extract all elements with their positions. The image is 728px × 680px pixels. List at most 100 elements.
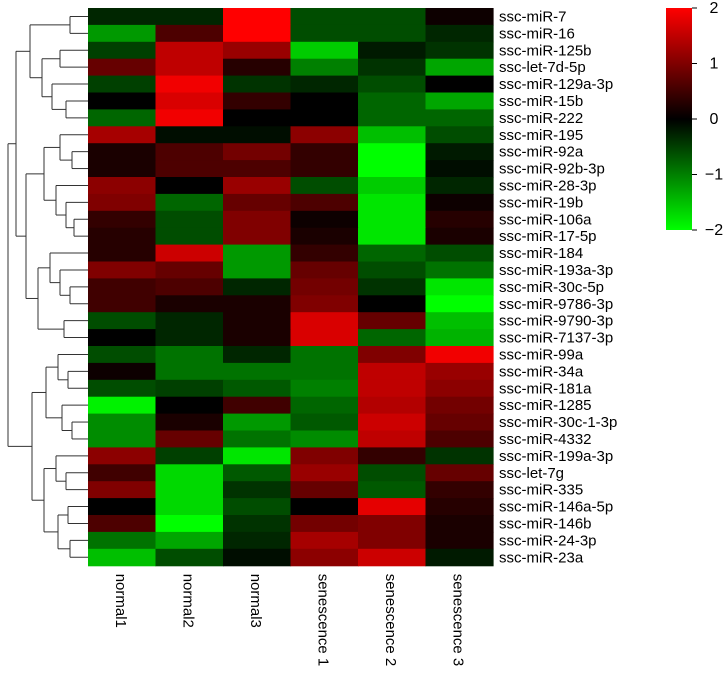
heatmap-cell: [290, 312, 359, 330]
row-label: ssc-miR-7: [499, 8, 567, 25]
heatmap-cell: [155, 126, 224, 144]
heatmap-cell: [88, 329, 157, 347]
heatmap-cell: [290, 75, 359, 94]
heatmap-cell: [223, 210, 292, 229]
heatmap-cell: [425, 447, 494, 465]
heatmap-cell: [155, 481, 224, 499]
color-legend-ticks: 2 1 0 −1 −2: [692, 0, 723, 239]
row-label: ssc-miR-106a: [499, 211, 592, 228]
row-label: ssc-miR-30c-1-3p: [499, 414, 617, 431]
row-label: ssc-miR-99a: [499, 346, 584, 363]
row-label: ssc-miR-335: [499, 482, 583, 499]
heatmap-cell: [155, 227, 224, 246]
heatmap-cell: [358, 515, 427, 533]
heatmap-cell: [155, 41, 224, 60]
heatmap-cell: [358, 24, 427, 43]
column-label: normal3: [247, 574, 264, 628]
row-label: ssc-miR-129a-3p: [499, 76, 613, 93]
heatmap-cell: [223, 58, 292, 77]
color-legend-bar: [666, 8, 692, 230]
heatmap-cell: [223, 75, 292, 94]
heatmap-cell: [290, 548, 359, 567]
heatmap-cell: [425, 210, 494, 229]
legend-tick-label: 0: [710, 111, 719, 128]
row-label: ssc-miR-181a: [499, 380, 592, 397]
heatmap-cell: [88, 531, 157, 550]
column-label: senescence 2: [382, 574, 399, 667]
heatmap-cell: [358, 227, 427, 246]
heatmap-cell: [290, 244, 359, 263]
row-label: ssc-miR-125b: [499, 42, 592, 59]
heatmap-cell: [223, 346, 292, 364]
heatmap-cell: [88, 261, 157, 279]
heatmap-cell: [155, 92, 224, 110]
heatmap-cell: [155, 413, 224, 432]
heatmap-cell: [358, 126, 427, 144]
heatmap-cell: [223, 126, 292, 144]
heatmap-cell: [290, 126, 359, 144]
heatmap-cell: [88, 58, 157, 77]
heatmap-cell: [358, 548, 427, 567]
heatmap-cell: [425, 464, 494, 482]
heatmap-cell: [290, 346, 359, 364]
heatmap-cell: [290, 515, 359, 533]
column-label: senescence 3: [449, 574, 466, 667]
heatmap-cell: [425, 109, 494, 127]
heatmap-cell: [425, 312, 494, 330]
heatmap-cell: [290, 160, 359, 178]
heatmap-cell: [88, 464, 157, 482]
heatmap-cell: [88, 160, 157, 178]
heatmap-cell: [155, 379, 224, 398]
heatmap-cell: [88, 92, 157, 110]
heatmap-cell: [155, 464, 224, 482]
heatmap-cell: [425, 160, 494, 178]
heatmap-cell: [88, 75, 157, 94]
heatmap-cell: [155, 24, 224, 43]
heatmap-cell: [155, 143, 224, 161]
heatmap-cell: [358, 362, 427, 381]
legend-tick-label: −2: [705, 222, 723, 239]
heatmap-cell: [223, 261, 292, 279]
heatmap-cell: [223, 278, 292, 296]
row-label: ssc-miR-30c-5p: [499, 279, 604, 296]
heatmap-cell: [358, 41, 427, 60]
heatmap-cell: [223, 362, 292, 381]
heatmap-cell: [155, 160, 224, 178]
heatmap-cell: [425, 329, 494, 347]
heatmap-cell: [425, 41, 494, 60]
heatmap-cell: [223, 498, 292, 516]
heatmap-cell: [88, 8, 157, 26]
heatmap-cell: [358, 58, 427, 77]
heatmap-cell: [425, 531, 494, 550]
heatmap-cell: [155, 346, 224, 364]
heatmap-cell: [358, 329, 427, 347]
heatmap-cell: [358, 160, 427, 178]
heatmap-cell: [223, 295, 292, 313]
heatmap-cell: [358, 75, 427, 94]
heatmap-cell: [155, 58, 224, 77]
heatmap-cell: [88, 227, 157, 246]
heatmap-cell: [425, 278, 494, 296]
heatmap-cell: [290, 295, 359, 313]
heatmap-cell: [290, 261, 359, 279]
heatmap-cell: [223, 379, 292, 398]
heatmap-cell: [155, 244, 224, 263]
heatmap-cell: [425, 24, 494, 43]
heatmap-cell: [358, 177, 427, 195]
heatmap-cell: [223, 24, 292, 43]
heatmap-cell: [223, 329, 292, 347]
heatmap-cell: [290, 396, 359, 415]
row-label: ssc-miR-17-5p: [499, 228, 597, 245]
row-label: ssc-miR-9786-3p: [499, 296, 613, 313]
heatmap-cell: [425, 413, 494, 432]
heatmap-cell: [155, 193, 224, 212]
heatmap-cell: [358, 481, 427, 499]
heatmap-cell: [223, 41, 292, 60]
row-label: ssc-miR-146a-5p: [499, 499, 613, 516]
heatmap-cell: [425, 295, 494, 313]
heatmap-cell: [88, 548, 157, 567]
heatmap-cell: [155, 312, 224, 330]
row-label: ssc-miR-222: [499, 110, 583, 127]
heatmap-cell: [290, 447, 359, 465]
heatmap-cell: [425, 548, 494, 567]
